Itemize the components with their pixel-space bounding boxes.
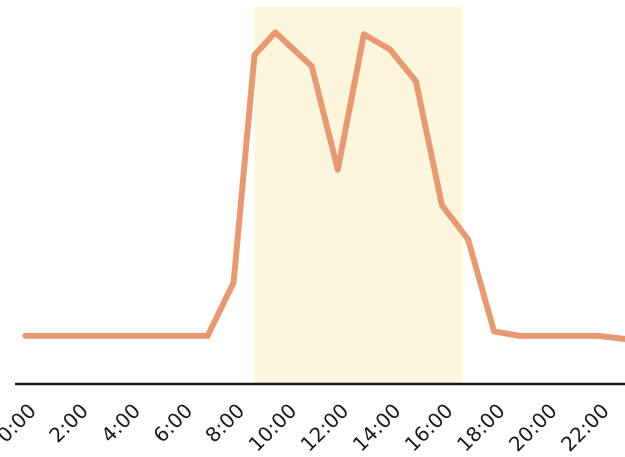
x-tick-label: 12:00 (296, 399, 354, 457)
x-tick-label: 20:00 (504, 399, 562, 457)
x-tick-label: 0:00 (0, 399, 41, 448)
x-tick-label: 2:00 (44, 399, 93, 448)
x-tick-label: 4:00 (96, 399, 145, 448)
x-tick-label: 10:00 (244, 399, 302, 457)
x-tick-label: 18:00 (452, 399, 510, 457)
x-tick-label: 8:00 (200, 399, 249, 448)
x-tick-label: 14:00 (348, 399, 406, 457)
x-tick-labels: 0:00 2:00 4:00 6:00 8:0010:0012:0014:0016:00… (0, 399, 614, 457)
x-tick-label: 6:00 (148, 399, 197, 448)
x-tick-label: 16:00 (400, 399, 458, 457)
x-tick-label: 22:00 (556, 399, 614, 457)
series-layer (22, 29, 625, 342)
series-line-0 (22, 29, 625, 342)
